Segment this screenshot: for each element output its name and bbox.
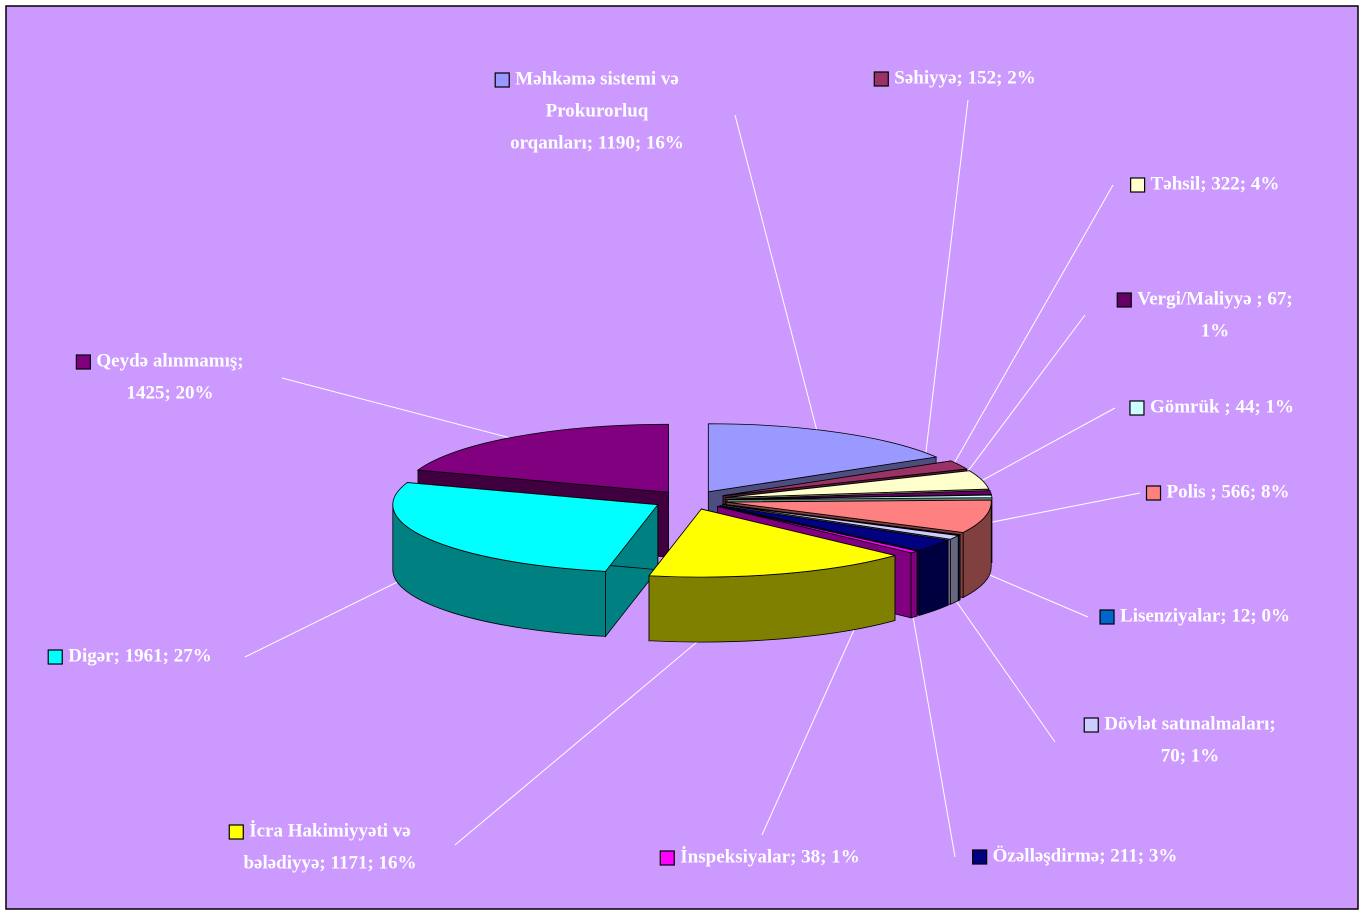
slice — [707, 423, 938, 493]
leader-line — [923, 99, 969, 470]
data-label: Digər; 1961; 27% — [68, 645, 212, 666]
data-label: Təhsil; 322; 4% — [1151, 173, 1280, 194]
slice — [726, 499, 992, 533]
data-label: İnspeksiyalar; 38; 1% — [680, 846, 859, 867]
legend-swatch — [75, 354, 91, 370]
slice — [416, 423, 669, 493]
legend-swatch — [1083, 717, 1099, 733]
labels: Məhkəmə sistemi və Prokurorluq orqanları; … — [47, 67, 1294, 873]
data-label: Qeydə alınmamış; — [96, 350, 243, 371]
data-label: 70; 1% — [1161, 745, 1220, 766]
data-label: Məhkəmə sistemi və — [515, 68, 679, 89]
data-label: bələdiyyə; 1171; 16% — [243, 852, 416, 873]
slice — [725, 470, 990, 498]
legend-swatch — [228, 824, 244, 840]
leader-line — [950, 314, 1086, 494]
legend-swatch — [47, 649, 63, 665]
legend-swatch — [1116, 292, 1132, 308]
data-label: Prokurorluq — [546, 100, 649, 121]
legend-swatch — [659, 850, 675, 866]
slice — [717, 505, 919, 554]
slice — [392, 482, 659, 572]
chart-area — [5, 5, 1359, 910]
data-label: Polis ; 566; 8% — [1167, 481, 1290, 502]
slice — [719, 505, 950, 551]
leader-line — [942, 184, 1114, 483]
data-label: Özəlləşdirmə; 211; 3% — [993, 845, 1178, 866]
data-label: orqanları; 1190; 16% — [510, 132, 684, 153]
slice — [726, 490, 992, 500]
slice-side — [919, 539, 949, 616]
data-label: Dövlət satınalmaları; — [1104, 713, 1276, 734]
legend-swatch — [1129, 400, 1145, 416]
data-label: 1425; 20% — [126, 382, 213, 403]
slice — [648, 508, 896, 578]
data-label: 1% — [1201, 320, 1230, 341]
legend-swatch — [1145, 485, 1162, 501]
legend-swatch — [972, 849, 988, 865]
leader-line — [734, 114, 821, 442]
data-label: Lisenziyalar; 12; 0% — [1120, 605, 1290, 626]
legend-swatch — [1130, 177, 1146, 193]
data-label: Vergi/Maliyyə ; 67; — [1137, 288, 1292, 309]
data-label: Gömrük ; 44; 1% — [1150, 396, 1294, 417]
pie — [392, 423, 993, 643]
leader-line — [281, 377, 538, 446]
slice-side — [950, 535, 959, 605]
data-label: Səhiyyə; 152; 2% — [894, 67, 1035, 88]
data-label: İcra Hakimiyyəti və — [249, 820, 410, 841]
slice-side — [910, 550, 918, 619]
legend-swatch — [873, 71, 889, 87]
slice-side — [958, 534, 961, 602]
slice — [727, 494, 993, 500]
slice — [722, 504, 960, 540]
legend-swatch — [494, 72, 510, 88]
legend-swatch — [1099, 609, 1115, 625]
slice — [723, 460, 968, 497]
